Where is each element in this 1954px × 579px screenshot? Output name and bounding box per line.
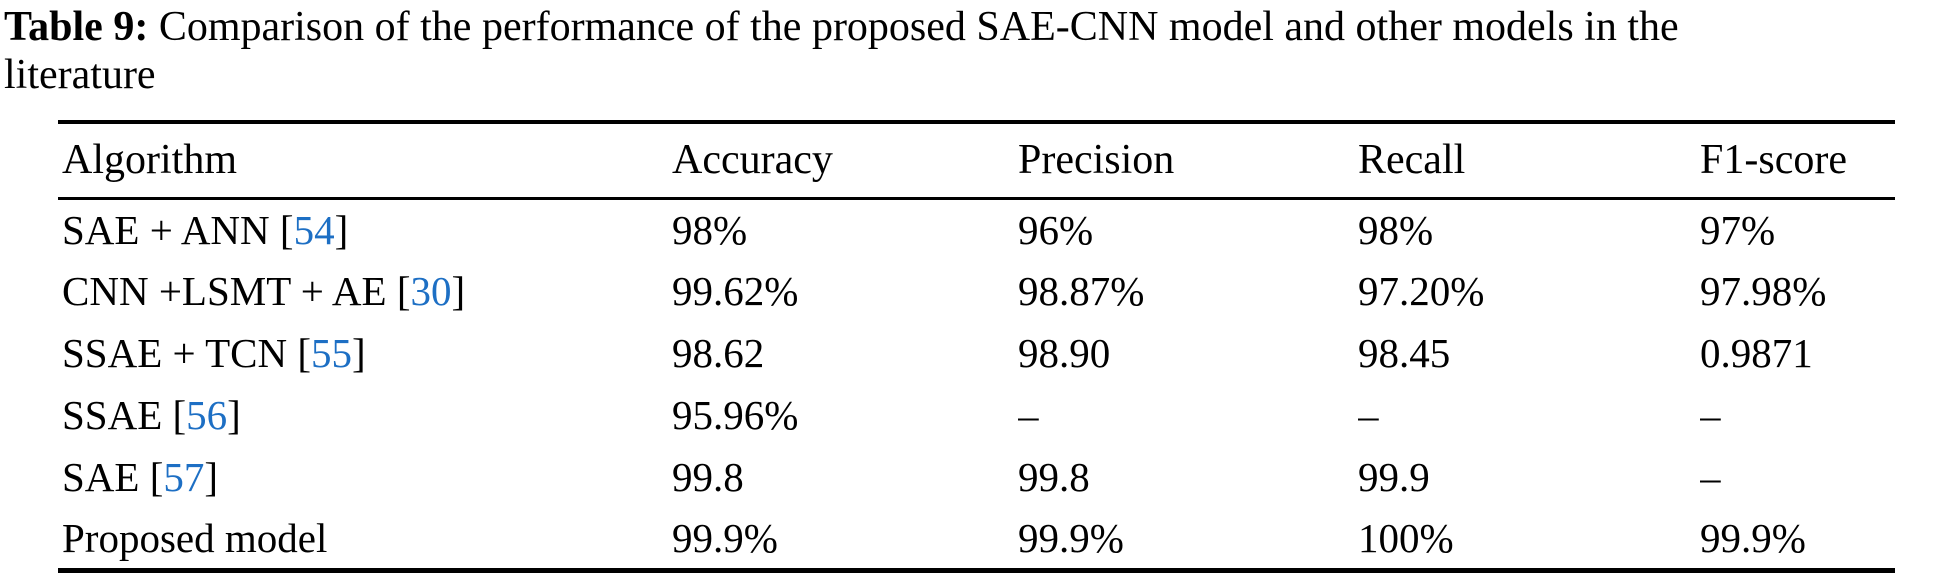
cell-precision: 96% bbox=[1018, 206, 1094, 253]
col-header-recall: Recall bbox=[1358, 122, 1700, 200]
cell-f1-score: 99.9% bbox=[1700, 514, 1806, 561]
cell-algorithm: CNN +LSMT + AE [30] bbox=[58, 260, 672, 322]
cell-accuracy: 99.62% bbox=[672, 268, 799, 314]
algorithm-name: Proposed model bbox=[62, 514, 328, 561]
table-header: Algorithm Accuracy Precision Recall F1-s… bbox=[58, 122, 1895, 200]
cell-accuracy: 95.96% bbox=[672, 392, 799, 438]
citation-open-bracket: [ bbox=[396, 268, 411, 314]
table-caption-label: Table 9: bbox=[4, 4, 149, 50]
col-header-precision: Precision bbox=[1018, 122, 1358, 200]
algorithm-name: CNN +LSMT + AE bbox=[62, 268, 387, 314]
algorithm-name: SAE + ANN bbox=[62, 206, 270, 253]
cell-f1-score: – bbox=[1700, 454, 1721, 500]
citation-wrap: [30] bbox=[387, 268, 466, 314]
cell-accuracy: 98.62 bbox=[672, 330, 765, 376]
cell-accuracy: 99.8 bbox=[672, 454, 744, 500]
table-caption: Table 9: Comparison of the performance o… bbox=[0, 0, 1954, 99]
table-row: SAE [57] 99.8 99.8 99.9 – bbox=[58, 446, 1895, 508]
cell-recall: 98.45 bbox=[1358, 330, 1451, 376]
citation-link[interactable]: 57 bbox=[163, 454, 205, 500]
cell-recall: – bbox=[1358, 392, 1379, 438]
table-row: SSAE + TCN [55] 98.62 98.90 98.45 0.9871 bbox=[58, 322, 1895, 384]
table-row: SSAE [56] 95.96% – – – bbox=[58, 384, 1895, 446]
cell-recall: 98% bbox=[1358, 206, 1434, 253]
table-row: Proposed model 99.9% 99.9% 100% 99.9% bbox=[58, 508, 1895, 570]
citation-open-bracket: [ bbox=[149, 454, 164, 500]
citation-wrap: [57] bbox=[139, 454, 218, 500]
cell-algorithm: SAE + ANN [54] bbox=[58, 198, 672, 260]
table-caption-text-line2: literature bbox=[4, 52, 156, 98]
cell-recall: 99.9 bbox=[1358, 454, 1430, 500]
citation-close-bracket: ] bbox=[451, 268, 466, 314]
col-header-accuracy: Accuracy bbox=[672, 122, 1018, 200]
header-row: Algorithm Accuracy Precision Recall F1-s… bbox=[58, 122, 1895, 200]
cell-accuracy: 99.9% bbox=[672, 514, 778, 561]
algorithm-name: SSAE + TCN bbox=[62, 330, 288, 376]
cell-f1-score: 0.9871 bbox=[1700, 330, 1813, 376]
cell-precision: 99.9% bbox=[1018, 514, 1124, 561]
cell-recall: 100% bbox=[1358, 514, 1454, 561]
citation-close-bracket: ] bbox=[352, 330, 366, 376]
citation-link[interactable]: 30 bbox=[410, 268, 452, 314]
citation-open-bracket: [ bbox=[297, 330, 312, 376]
citation-close-bracket: ] bbox=[204, 454, 219, 500]
cell-precision: 98.90 bbox=[1018, 330, 1111, 376]
algorithm-name: SAE bbox=[62, 454, 140, 500]
cell-precision: 99.8 bbox=[1018, 454, 1090, 500]
table-row: CNN +LSMT + AE [30] 99.62% 98.87% 97.20%… bbox=[58, 260, 1895, 322]
cell-precision: – bbox=[1018, 392, 1039, 438]
citation-close-bracket: ] bbox=[334, 206, 349, 253]
citation-open-bracket: [ bbox=[172, 392, 187, 438]
citation-link[interactable]: 55 bbox=[311, 330, 353, 376]
citation-link[interactable]: 54 bbox=[293, 206, 335, 253]
cell-f1-score: 97% bbox=[1700, 206, 1776, 253]
table-row: SAE + ANN [54] 98% 96% 98% 97% bbox=[58, 198, 1895, 260]
col-header-f1-score: F1-score bbox=[1700, 122, 1895, 200]
cell-recall: 97.20% bbox=[1358, 268, 1485, 314]
citation-link[interactable]: 56 bbox=[186, 392, 228, 438]
cell-algorithm: SAE [57] bbox=[58, 446, 672, 508]
table-body: SAE + ANN [54] 98% 96% 98% 97% CNN +LSMT… bbox=[58, 198, 1895, 570]
citation-wrap: [56] bbox=[162, 392, 241, 438]
citation-open-bracket: [ bbox=[279, 206, 294, 253]
citation-wrap: [55] bbox=[287, 330, 366, 376]
cell-accuracy: 98% bbox=[672, 206, 748, 253]
cell-f1-score: 97.98% bbox=[1700, 268, 1827, 314]
comparison-table: Algorithm Accuracy Precision Recall F1-s… bbox=[58, 120, 1895, 573]
citation-wrap: [54] bbox=[270, 206, 349, 253]
algorithm-name: SSAE bbox=[62, 392, 163, 438]
cell-algorithm: SSAE + TCN [55] bbox=[58, 322, 672, 384]
cell-precision: 98.87% bbox=[1018, 268, 1145, 314]
cell-f1-score: – bbox=[1700, 392, 1721, 438]
cell-algorithm: Proposed model bbox=[58, 508, 672, 570]
table-caption-text-line1: Comparison of the performance of the pro… bbox=[158, 4, 1679, 50]
citation-close-bracket: ] bbox=[227, 392, 241, 438]
col-header-algorithm: Algorithm bbox=[58, 122, 672, 200]
cell-algorithm: SSAE [56] bbox=[58, 384, 672, 446]
